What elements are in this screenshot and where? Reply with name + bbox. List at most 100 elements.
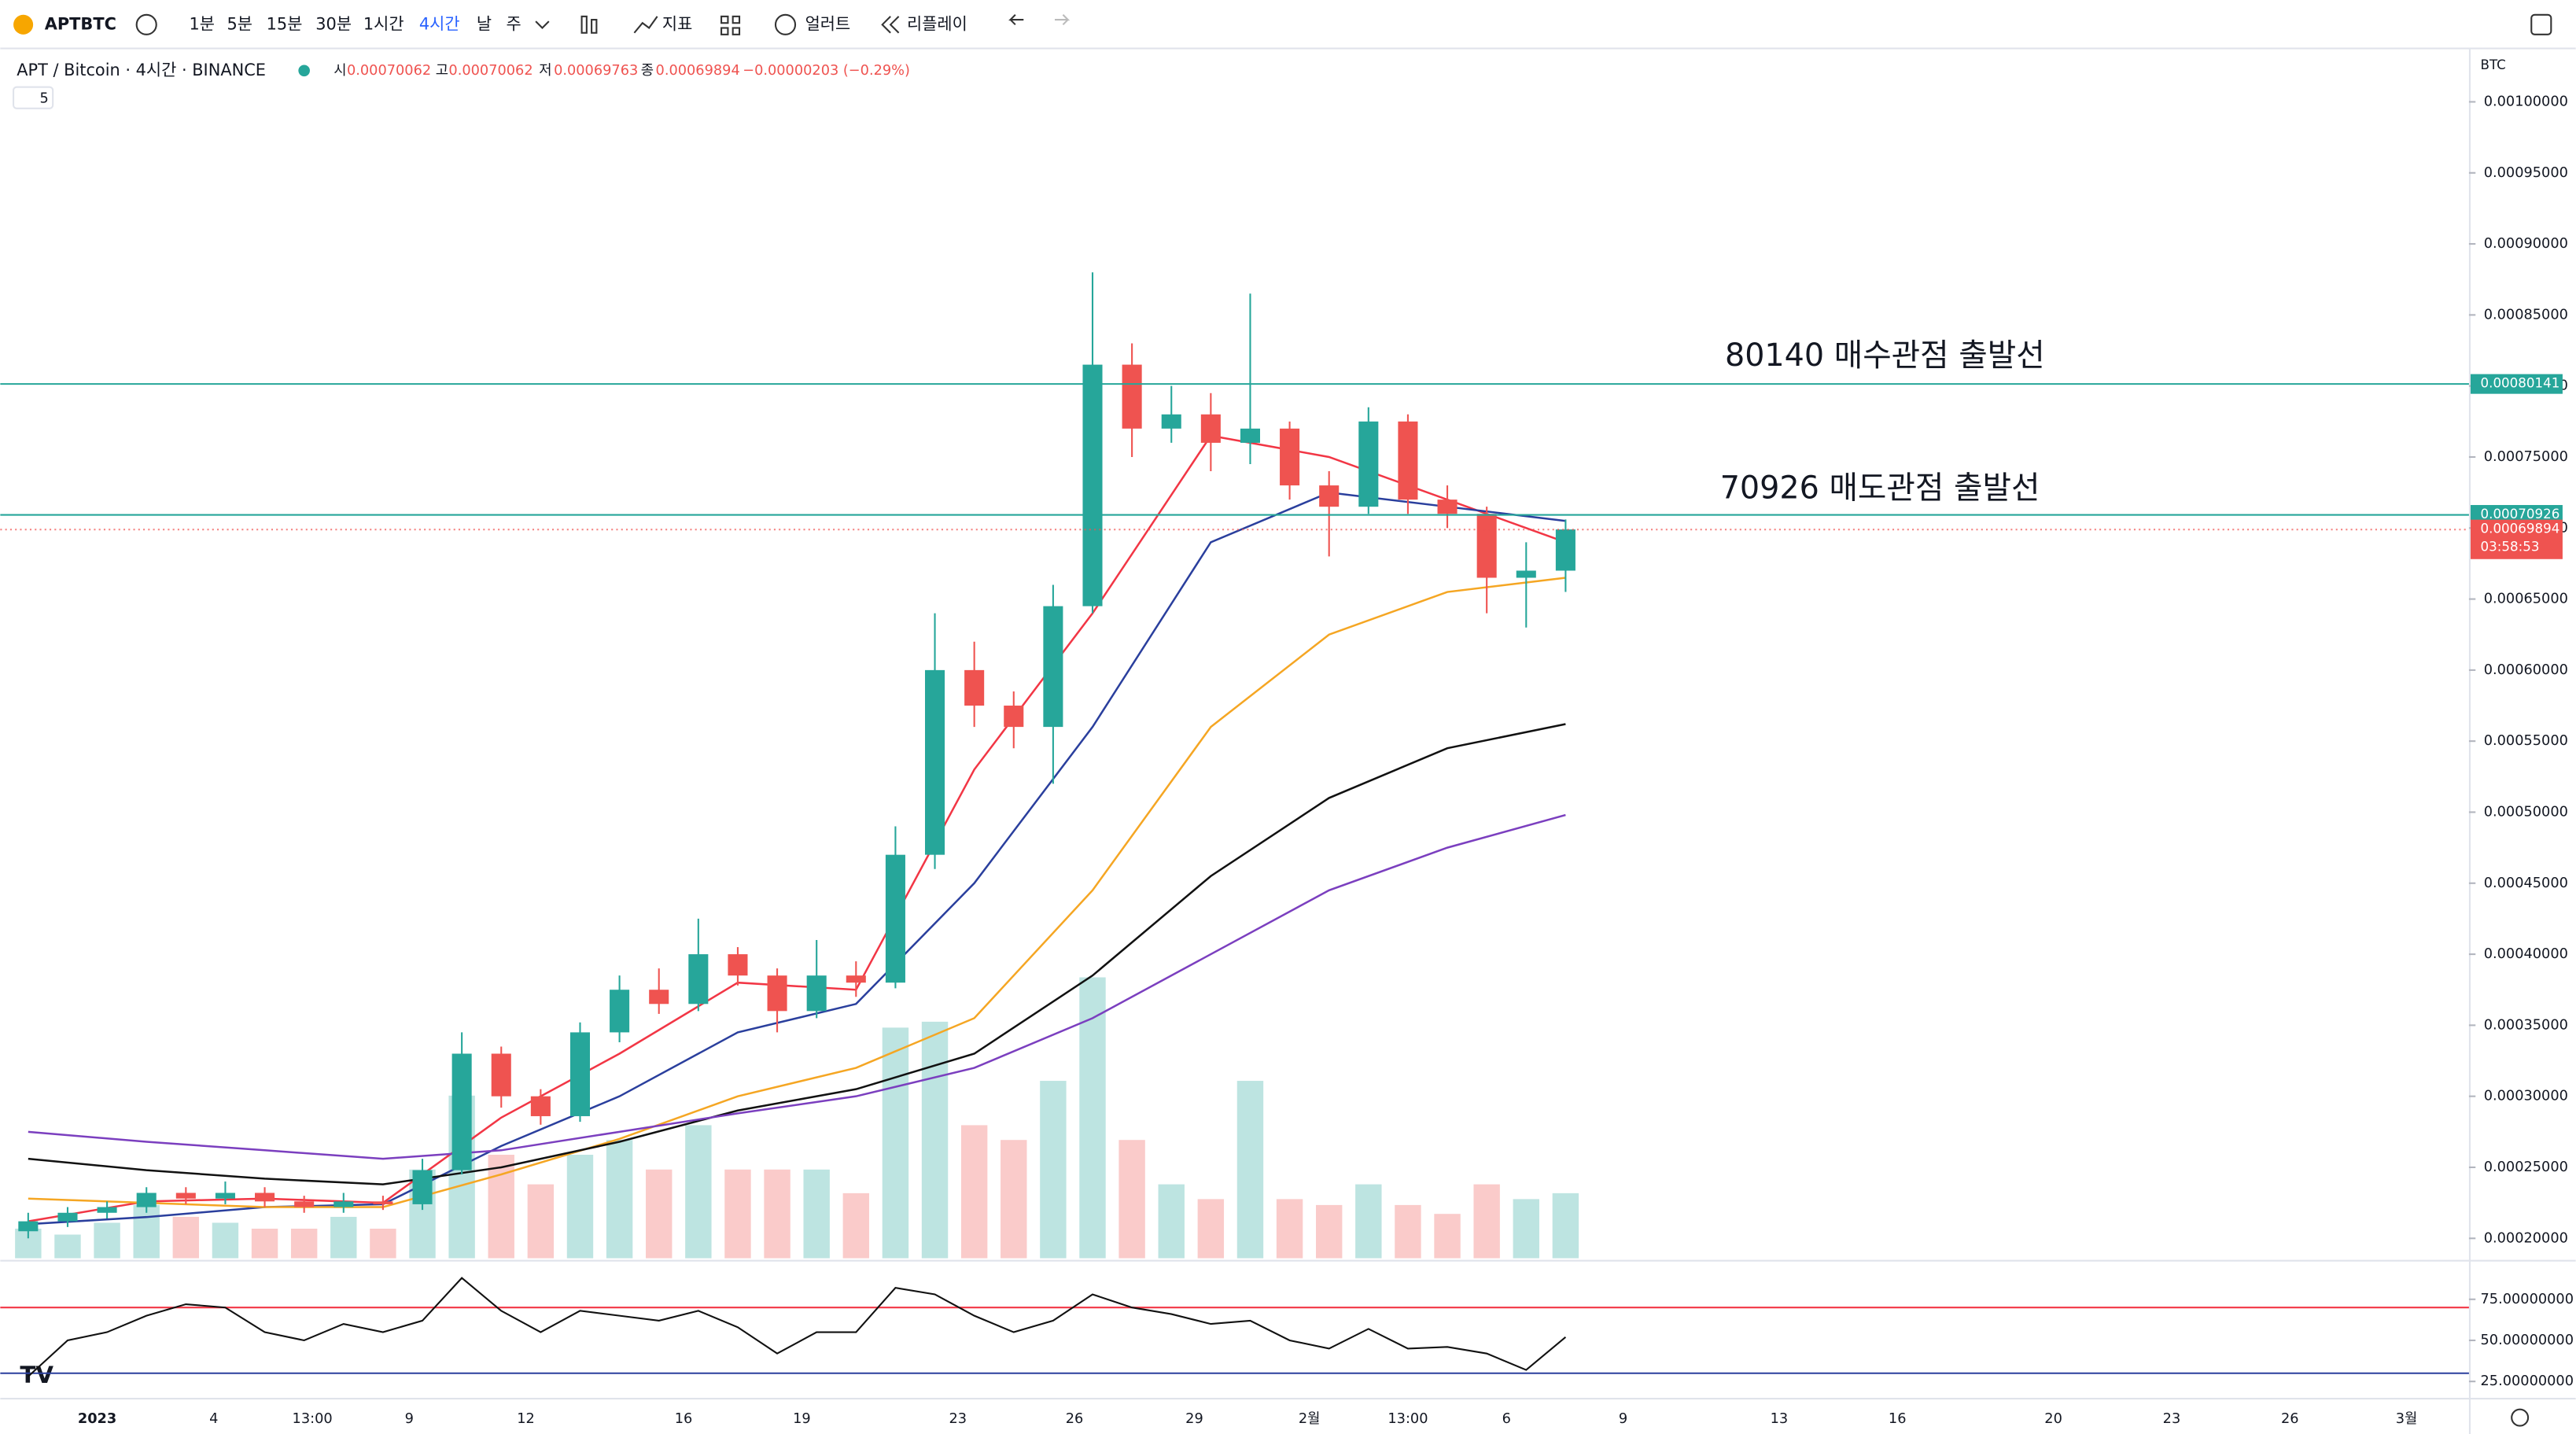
redo-icon[interactable] xyxy=(1054,14,1071,26)
symbol-name[interactable]: APTBTC xyxy=(45,14,116,33)
level-badge xyxy=(2471,374,2563,394)
candle-body xyxy=(215,1193,235,1199)
candle-body xyxy=(1476,514,1497,578)
add-symbol-icon[interactable] xyxy=(135,13,157,35)
candle-body xyxy=(610,990,630,1033)
rsi-line xyxy=(28,1277,1567,1377)
candle-body xyxy=(569,1032,591,1116)
volume-bar xyxy=(724,1169,751,1259)
candle-body xyxy=(767,975,787,1012)
x-tick-label: 13:00 xyxy=(1388,1411,1428,1427)
x-tick-label: 20 xyxy=(2044,1411,2062,1427)
legend-high: 0.00070062 xyxy=(448,63,533,79)
volume-bar xyxy=(1197,1199,1225,1259)
level-annotation: 80140 매수관점 출발선 xyxy=(1725,337,2045,374)
y-tick-label: 0.00040000 xyxy=(2484,946,2568,962)
y-tick-label: 0.00095000 xyxy=(2484,165,2568,181)
replay-icon[interactable] xyxy=(881,16,900,34)
chart-type-icon[interactable] xyxy=(580,15,598,34)
volume-bar xyxy=(842,1193,870,1259)
candle-body xyxy=(255,1193,275,1202)
level-annotation: 70926 매도관점 출발선 xyxy=(1720,470,2040,507)
rsi-tick-label: 25.00000000 xyxy=(2481,1373,2574,1389)
status-dot xyxy=(298,65,310,77)
y-tick-label: 0.00055000 xyxy=(2484,733,2568,749)
interval-button[interactable]: 1분 xyxy=(189,14,215,33)
volume-bar xyxy=(1395,1204,1421,1259)
candle-body xyxy=(1161,414,1181,429)
legend-close-label: 종 xyxy=(641,63,654,79)
fullscreen-icon[interactable] xyxy=(2530,13,2552,35)
volume-bar xyxy=(566,1155,594,1259)
volume-bar xyxy=(1552,1193,1579,1259)
candle-body xyxy=(1280,428,1300,486)
legend-change: −0.00000203 (−0.29%) xyxy=(743,63,910,79)
layout-icon[interactable] xyxy=(720,15,741,35)
volume-bar xyxy=(685,1125,712,1259)
volume-bar xyxy=(921,1021,949,1259)
x-tick-label: 9 xyxy=(1619,1411,1627,1427)
indicators-icon[interactable] xyxy=(633,16,658,34)
x-tick-label: 6 xyxy=(1502,1411,1511,1427)
symbol-icon xyxy=(13,14,34,35)
interval-button[interactable]: 15분 xyxy=(267,14,303,33)
rsi-tick-label: 50.00000000 xyxy=(2481,1333,2574,1348)
candle-body xyxy=(57,1212,78,1222)
volume-bar xyxy=(1079,977,1106,1259)
y-tick-label: 0.00060000 xyxy=(2484,662,2568,678)
interval-button[interactable]: 4시간 xyxy=(419,14,460,33)
candle-body xyxy=(1122,364,1142,429)
interval-button[interactable]: 주 xyxy=(507,14,521,33)
candle-body xyxy=(1437,500,1458,514)
volume-bar xyxy=(94,1222,120,1259)
x-tick-label: 3월 xyxy=(2396,1410,2418,1427)
interval-button[interactable]: 5분 xyxy=(227,14,253,33)
volume-bar xyxy=(960,1125,988,1259)
candle-body xyxy=(688,954,709,1005)
candle-body xyxy=(97,1207,117,1213)
indicator-count: 5 xyxy=(39,90,48,106)
y-tick-label: 0.00090000 xyxy=(2484,236,2568,252)
candle-body xyxy=(1358,421,1379,507)
x-tick-label: 12 xyxy=(517,1411,535,1427)
volume-bar xyxy=(1276,1199,1303,1259)
alert-icon[interactable] xyxy=(774,13,797,35)
candle-body xyxy=(18,1221,39,1232)
legend-close: 0.00069894 xyxy=(656,63,740,79)
interval-button[interactable]: 1시간 xyxy=(363,14,404,33)
y-tick-label: 0.00035000 xyxy=(2484,1017,2568,1033)
x-tick-label: 23 xyxy=(2163,1411,2181,1427)
level-label: 0.00070926 xyxy=(2481,506,2560,522)
volume-bar xyxy=(764,1169,790,1259)
last-price-badge xyxy=(2471,519,2563,559)
moving-average xyxy=(28,813,1566,1160)
x-tick-label: 9 xyxy=(405,1411,414,1427)
rsi-tick-label: 75.00000000 xyxy=(2481,1292,2574,1307)
indicators-button[interactable]: 지표 xyxy=(662,14,692,33)
volume-bar xyxy=(1473,1184,1500,1259)
indicator-toggle[interactable] xyxy=(13,86,54,109)
y-tick-label: 0.00050000 xyxy=(2484,804,2568,820)
volume-bar xyxy=(1236,1081,1264,1259)
x-tick-label: 19 xyxy=(793,1411,811,1427)
interval-button[interactable]: 30분 xyxy=(315,14,352,33)
candle-body xyxy=(1319,485,1340,507)
alert-button[interactable]: 얼러트 xyxy=(805,14,851,33)
level-label: 0.00080141 xyxy=(2481,375,2560,391)
undo-icon[interactable] xyxy=(1008,14,1024,26)
volume-bar xyxy=(172,1216,200,1259)
replay-button[interactable]: 리플레이 xyxy=(907,14,967,33)
currency-label: BTC xyxy=(2481,57,2506,72)
settings-icon[interactable] xyxy=(2511,1408,2530,1427)
volume-bar xyxy=(370,1228,396,1259)
y-tick-label: 0.00085000 xyxy=(2484,307,2568,323)
y-tick-label: 0.00045000 xyxy=(2484,876,2568,891)
candle-body xyxy=(1516,570,1536,578)
candle-body xyxy=(806,975,827,1012)
y-tick-label: 0.00075000 xyxy=(2484,449,2568,465)
interval-button[interactable]: 날 xyxy=(477,14,492,33)
x-tick-label: 13 xyxy=(1771,1411,1789,1427)
chevron-icon[interactable] xyxy=(535,20,550,29)
